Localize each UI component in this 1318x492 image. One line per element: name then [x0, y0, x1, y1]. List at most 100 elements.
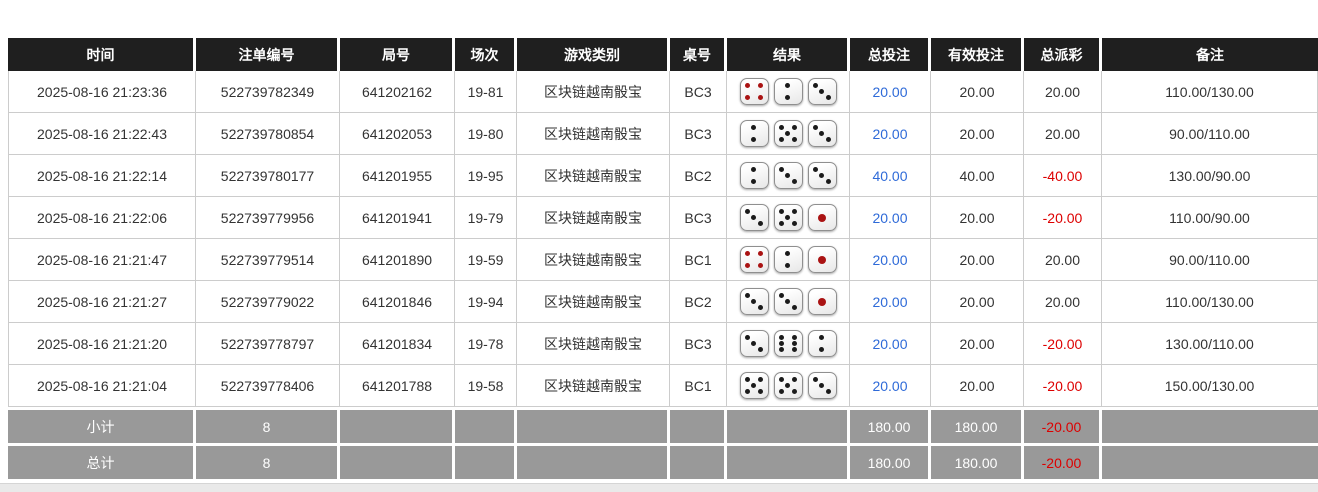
summary-empty-session [455, 443, 517, 479]
summary-count: 8 [196, 407, 340, 443]
cell-total-bet: 20.00 [850, 197, 931, 239]
cell-total-payout: -20.00 [1024, 323, 1102, 365]
cell-time: 2025-08-16 21:22:14 [8, 155, 196, 197]
die-2 [739, 120, 769, 147]
bet-history-table: 时间 注单编号 局号 场次 游戏类别 桌号 结果 总投注 有效投注 总派彩 备注… [8, 38, 1318, 479]
dice-result [731, 204, 845, 231]
cell-total-bet: 20.00 [850, 71, 931, 113]
cell-round-id: 641201834 [340, 323, 455, 365]
die-1 [807, 288, 837, 315]
cell-game-type: 区块链越南骰宝 [517, 323, 670, 365]
table-header: 时间 注单编号 局号 场次 游戏类别 桌号 结果 总投注 有效投注 总派彩 备注 [8, 38, 1318, 71]
total-bet-link[interactable]: 20.00 [872, 377, 908, 394]
cell-total-payout: 20.00 [1024, 281, 1102, 323]
cell-remark: 110.00/90.00 [1102, 197, 1318, 239]
total-bet-link[interactable]: 20.00 [872, 83, 908, 100]
table-row: 2025-08-16 21:21:47 522739779514 641201890… [8, 239, 1318, 281]
total-bet-link[interactable]: 20.00 [872, 125, 908, 142]
die-3 [807, 78, 837, 105]
table-row: 2025-08-16 21:22:14 522739780177 641201955… [8, 155, 1318, 197]
cell-result [727, 281, 850, 323]
summary-label: 总计 [8, 443, 196, 479]
die-2 [739, 162, 769, 189]
summary-row: 总计 8 180.00 180.00 -20.00 [8, 443, 1318, 479]
col-header-game-type: 游戏类别 [517, 38, 670, 71]
die-3 [739, 204, 769, 231]
cell-bet-id: 522739778406 [196, 365, 340, 407]
total-bet-link[interactable]: 20.00 [872, 293, 908, 310]
cell-table-no: BC3 [670, 197, 727, 239]
cell-table-no: BC1 [670, 239, 727, 281]
cell-table-no: BC3 [670, 113, 727, 155]
cell-round-id: 641202053 [340, 113, 455, 155]
table-row: 2025-08-16 21:23:36 522739782349 641202162… [8, 71, 1318, 113]
cell-session: 19-80 [455, 113, 517, 155]
die-5 [739, 372, 769, 399]
summary-valid-bet: 180.00 [931, 443, 1024, 479]
total-bet-link[interactable]: 20.00 [872, 335, 908, 352]
die-2 [773, 246, 803, 273]
cell-total-bet: 40.00 [850, 155, 931, 197]
cell-table-no: BC2 [670, 281, 727, 323]
summary-total-payout: -20.00 [1024, 407, 1102, 443]
cell-valid-bet: 40.00 [931, 155, 1024, 197]
cell-total-payout: 20.00 [1024, 113, 1102, 155]
dice-result [731, 246, 845, 273]
cell-game-type: 区块链越南骰宝 [517, 239, 670, 281]
summary-count: 8 [196, 443, 340, 479]
cell-round-id: 641201955 [340, 155, 455, 197]
cell-session: 19-58 [455, 365, 517, 407]
die-6 [773, 330, 803, 357]
cell-remark: 110.00/130.00 [1102, 71, 1318, 113]
cell-session: 19-81 [455, 71, 517, 113]
die-3 [773, 162, 803, 189]
summary-empty-result [727, 407, 850, 443]
summary-total-bet: 180.00 [850, 407, 931, 443]
cell-total-bet: 20.00 [850, 323, 931, 365]
cell-round-id: 641201941 [340, 197, 455, 239]
cell-time: 2025-08-16 21:21:04 [8, 365, 196, 407]
dice-result [731, 120, 845, 147]
cell-game-type: 区块链越南骰宝 [517, 365, 670, 407]
die-4 [739, 78, 769, 105]
die-5 [773, 120, 803, 147]
total-bet-link[interactable]: 20.00 [872, 209, 908, 226]
die-5 [773, 204, 803, 231]
cell-session: 19-78 [455, 323, 517, 365]
cell-game-type: 区块链越南骰宝 [517, 281, 670, 323]
cell-total-bet: 20.00 [850, 365, 931, 407]
cell-round-id: 641202162 [340, 71, 455, 113]
cell-valid-bet: 20.00 [931, 365, 1024, 407]
dice-result [731, 288, 845, 315]
cell-valid-bet: 20.00 [931, 281, 1024, 323]
cell-game-type: 区块链越南骰宝 [517, 155, 670, 197]
die-3 [807, 372, 837, 399]
summary-empty-session [455, 407, 517, 443]
table-row: 2025-08-16 21:21:20 522739778797 641201834… [8, 323, 1318, 365]
summary-label: 小计 [8, 407, 196, 443]
cell-result [727, 239, 850, 281]
cell-result [727, 71, 850, 113]
cell-result [727, 113, 850, 155]
summary-remark [1102, 407, 1318, 443]
cell-time: 2025-08-16 21:21:47 [8, 239, 196, 281]
cell-bet-id: 522739779514 [196, 239, 340, 281]
total-bet-link[interactable]: 20.00 [872, 251, 908, 268]
summary-valid-bet: 180.00 [931, 407, 1024, 443]
bet-history-panel: 时间 注单编号 局号 场次 游戏类别 桌号 结果 总投注 有效投注 总派彩 备注… [8, 38, 1318, 479]
cell-bet-id: 522739780854 [196, 113, 340, 155]
summary-empty-result [727, 443, 850, 479]
cell-time: 2025-08-16 21:21:20 [8, 323, 196, 365]
dice-result [731, 330, 845, 357]
cell-valid-bet: 20.00 [931, 239, 1024, 281]
dice-result [731, 78, 845, 105]
cell-total-payout: 20.00 [1024, 239, 1102, 281]
total-bet-link[interactable]: 40.00 [872, 167, 908, 184]
die-1 [807, 204, 837, 231]
cell-bet-id: 522739780177 [196, 155, 340, 197]
summary-payout-value: -20.00 [1041, 454, 1082, 471]
cell-total-bet: 20.00 [850, 281, 931, 323]
table-row: 2025-08-16 21:22:06 522739779956 641201941… [8, 197, 1318, 239]
dice-result [731, 162, 845, 189]
table-row: 2025-08-16 21:21:04 522739778406 641201788… [8, 365, 1318, 407]
